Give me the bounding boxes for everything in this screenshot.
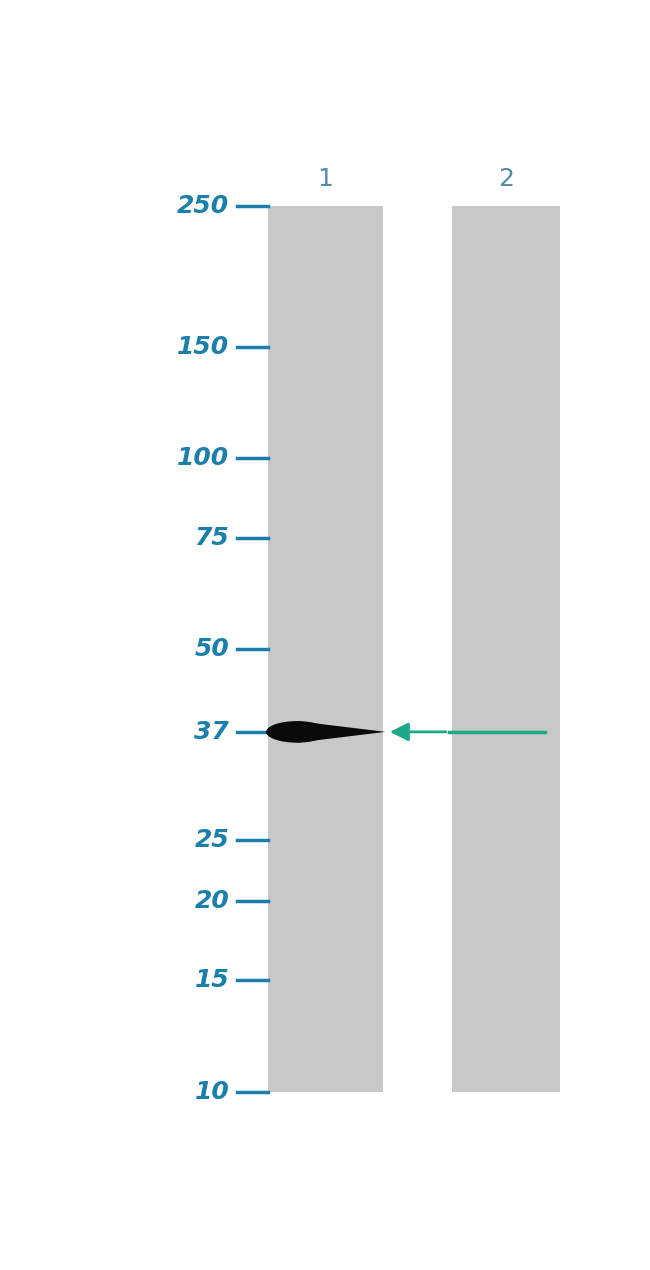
Text: 1: 1 — [317, 168, 333, 192]
Text: 100: 100 — [177, 446, 229, 470]
Ellipse shape — [266, 721, 328, 743]
Text: 250: 250 — [177, 194, 229, 218]
Polygon shape — [297, 721, 385, 743]
Text: 75: 75 — [194, 526, 229, 550]
Bar — [268, 206, 384, 1092]
Text: 2: 2 — [499, 168, 514, 192]
Text: 150: 150 — [177, 335, 229, 359]
Text: 10: 10 — [194, 1080, 229, 1104]
Text: 37: 37 — [194, 720, 229, 744]
Text: 20: 20 — [194, 889, 229, 913]
Text: 25: 25 — [194, 828, 229, 852]
Text: 50: 50 — [194, 638, 229, 662]
Bar — [452, 206, 560, 1092]
Text: 15: 15 — [194, 968, 229, 992]
